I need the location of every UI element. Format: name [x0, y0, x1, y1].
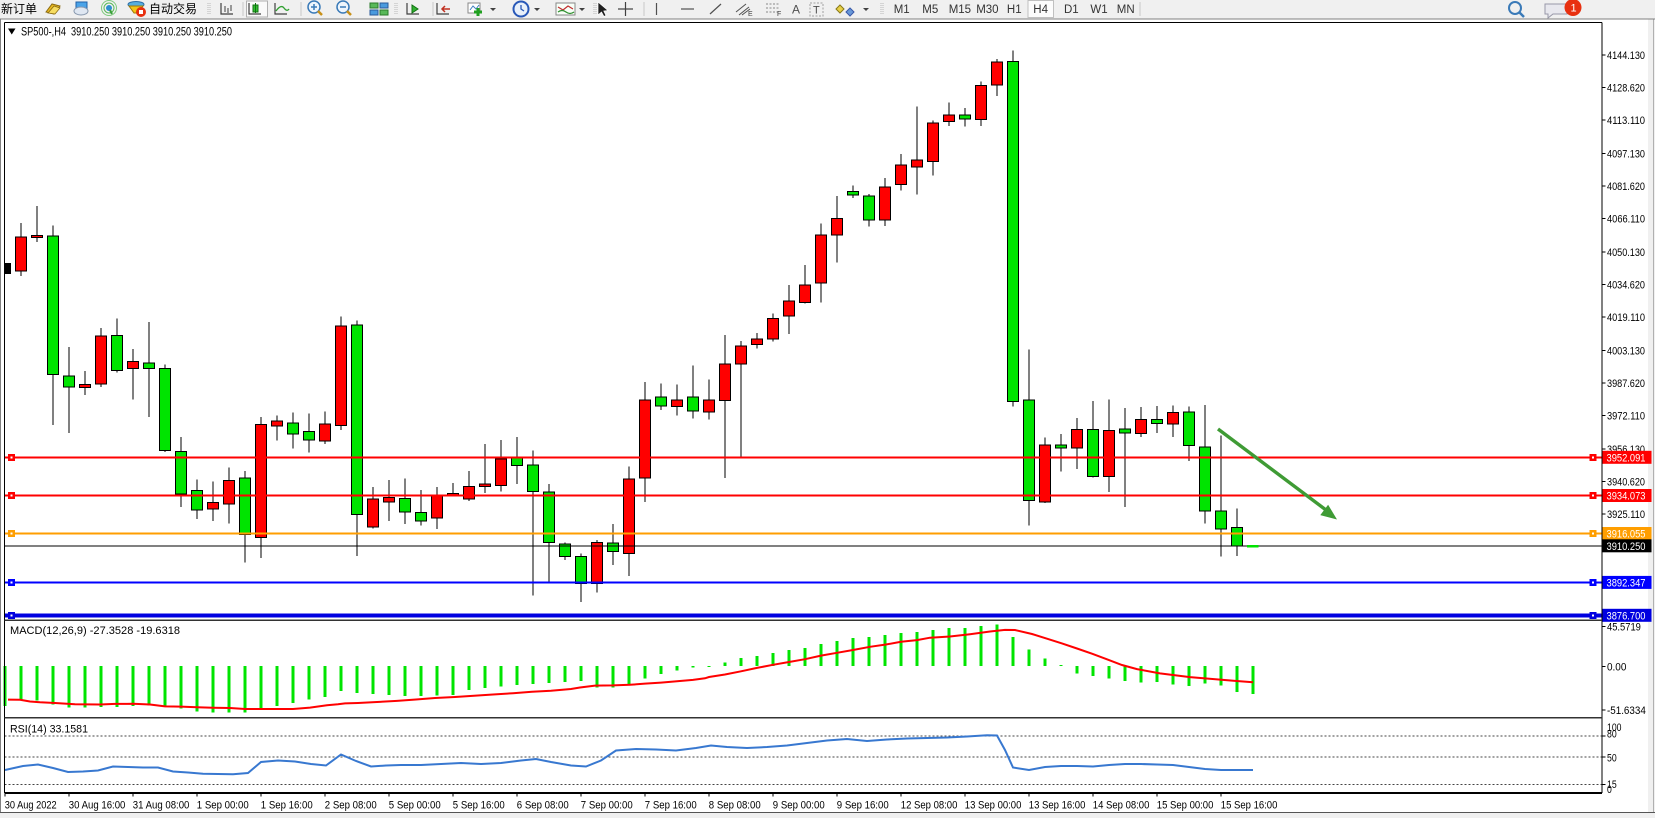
- svg-text:3940.620: 3940.620: [1607, 476, 1645, 488]
- svg-text:H4: H4: [1033, 4, 1048, 16]
- svg-text:14 Sep 08:00: 14 Sep 08:00: [1093, 800, 1150, 812]
- svg-text:M1: M1: [894, 4, 910, 16]
- svg-text:4128.620: 4128.620: [1607, 82, 1645, 94]
- svg-text:4019.110: 4019.110: [1607, 312, 1645, 324]
- svg-text:5 Sep 16:00: 5 Sep 16:00: [453, 800, 505, 812]
- svg-text:4050.130: 4050.130: [1607, 247, 1645, 259]
- svg-text:W1: W1: [1090, 4, 1107, 16]
- svg-text:15 Sep 00:00: 15 Sep 00:00: [1157, 800, 1214, 812]
- svg-text:新订单: 新订单: [1, 1, 37, 16]
- svg-text:50: 50: [1607, 752, 1617, 764]
- svg-text:A: A: [792, 3, 800, 17]
- svg-text:4144.130: 4144.130: [1607, 50, 1645, 62]
- svg-text:F: F: [777, 11, 781, 18]
- svg-text:1 Sep 00:00: 1 Sep 00:00: [197, 800, 249, 812]
- svg-text:30 Aug 2022: 30 Aug 2022: [5, 800, 57, 812]
- svg-text:31 Aug 08:00: 31 Aug 08:00: [133, 800, 190, 812]
- svg-text:8 Sep 08:00: 8 Sep 08:00: [709, 800, 761, 812]
- svg-text:自动交易: 自动交易: [149, 1, 197, 16]
- svg-text:3892.347: 3892.347: [1607, 578, 1646, 590]
- svg-text:0: 0: [1607, 784, 1612, 796]
- svg-text:2 Sep 08:00: 2 Sep 08:00: [325, 800, 377, 812]
- svg-text:-51.6334: -51.6334: [1607, 705, 1646, 717]
- svg-text:13 Sep 16:00: 13 Sep 16:00: [1029, 800, 1086, 812]
- svg-text:1: 1: [1571, 3, 1577, 15]
- svg-text:RSI(14) 33.1581: RSI(14) 33.1581: [10, 724, 88, 736]
- svg-text:3910.250: 3910.250: [1607, 541, 1646, 553]
- svg-text:M30: M30: [976, 4, 998, 16]
- svg-text:M5: M5: [922, 4, 938, 16]
- svg-text:MACD(12,26,9) -27.3528 -19.631: MACD(12,26,9) -27.3528 -19.6318: [10, 625, 180, 637]
- svg-text:3952.091: 3952.091: [1607, 453, 1646, 465]
- svg-text:6 Sep 08:00: 6 Sep 08:00: [517, 800, 569, 812]
- svg-text:0.00: 0.00: [1607, 662, 1626, 674]
- svg-text:80: 80: [1607, 729, 1617, 741]
- svg-text:4097.130: 4097.130: [1607, 148, 1645, 160]
- svg-text:12 Sep 08:00: 12 Sep 08:00: [901, 800, 958, 812]
- svg-text:3934.073: 3934.073: [1607, 491, 1646, 503]
- svg-text:3916.055: 3916.055: [1607, 529, 1646, 541]
- svg-text:3987.620: 3987.620: [1607, 378, 1645, 390]
- svg-text:7 Sep 16:00: 7 Sep 16:00: [645, 800, 697, 812]
- svg-text:7 Sep 00:00: 7 Sep 00:00: [581, 800, 633, 812]
- svg-text:9 Sep 16:00: 9 Sep 16:00: [837, 800, 889, 812]
- svg-text:SP500-,H4 3910.250 3910.250 3: SP500-,H4 3910.250 3910.250 3910.250 391…: [21, 25, 232, 39]
- svg-text:E: E: [748, 11, 753, 18]
- svg-text:H1: H1: [1007, 4, 1022, 16]
- svg-text:4066.110: 4066.110: [1607, 213, 1645, 225]
- svg-text:3972.110: 3972.110: [1607, 410, 1645, 422]
- svg-text:100: 100: [1607, 722, 1622, 734]
- svg-text:30 Aug 16:00: 30 Aug 16:00: [69, 800, 126, 812]
- svg-text:M15: M15: [949, 4, 971, 16]
- svg-text:9 Sep 00:00: 9 Sep 00:00: [773, 800, 825, 812]
- svg-text:5 Sep 00:00: 5 Sep 00:00: [389, 800, 441, 812]
- svg-text:4113.110: 4113.110: [1607, 115, 1645, 127]
- svg-text:15: 15: [1607, 779, 1617, 791]
- svg-text:MN: MN: [1117, 4, 1135, 16]
- svg-text:15 Sep 16:00: 15 Sep 16:00: [1221, 800, 1278, 812]
- svg-text:3925.110: 3925.110: [1607, 509, 1645, 521]
- svg-text:4081.620: 4081.620: [1607, 181, 1645, 193]
- svg-text:D1: D1: [1064, 4, 1079, 16]
- svg-text:T: T: [813, 5, 820, 17]
- svg-text:13 Sep 00:00: 13 Sep 00:00: [965, 800, 1022, 812]
- svg-text:45.5719: 45.5719: [1607, 622, 1641, 634]
- svg-text:4003.130: 4003.130: [1607, 345, 1645, 357]
- svg-text:1 Sep 16:00: 1 Sep 16:00: [261, 800, 313, 812]
- svg-text:4034.620: 4034.620: [1607, 279, 1645, 291]
- svg-text:3876.700: 3876.700: [1607, 611, 1646, 623]
